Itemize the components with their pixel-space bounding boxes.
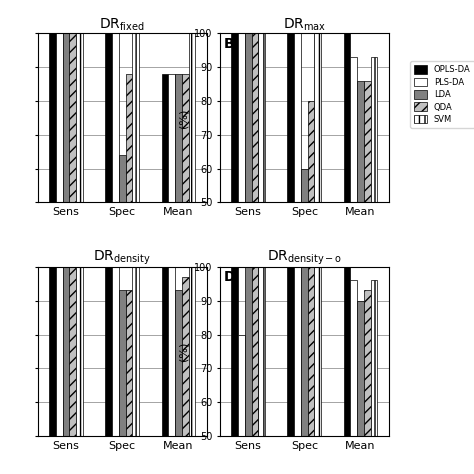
Bar [231, 33, 238, 202]
Bar [175, 74, 182, 202]
Text: D: D [223, 270, 235, 284]
Bar [69, 33, 76, 202]
Bar [69, 267, 76, 436]
Bar [105, 33, 112, 202]
Title: $\mathrm{DR}$$_{\mathrm{fixed}}$: $\mathrm{DR}$$_{\mathrm{fixed}}$ [100, 17, 145, 33]
Bar [189, 267, 195, 436]
Bar [252, 267, 258, 436]
Bar [258, 33, 265, 202]
Y-axis label: (%): (%) [179, 108, 189, 128]
Bar [245, 267, 252, 436]
Bar [231, 267, 238, 436]
Bar [344, 33, 350, 202]
Bar [308, 101, 314, 202]
Bar [258, 267, 265, 436]
Bar [162, 267, 168, 436]
Bar [168, 267, 175, 436]
Bar [344, 267, 350, 436]
Bar [126, 291, 132, 436]
Bar [49, 33, 56, 202]
Bar [132, 33, 139, 202]
Bar [49, 267, 56, 436]
Bar [308, 267, 314, 436]
Bar [314, 267, 321, 436]
Bar [112, 33, 119, 202]
Bar [314, 33, 321, 202]
Title: $\mathrm{DR}$$_{\mathrm{max}}$: $\mathrm{DR}$$_{\mathrm{max}}$ [283, 17, 326, 33]
Bar [357, 81, 364, 202]
Bar [252, 33, 258, 202]
Y-axis label: (%): (%) [179, 342, 189, 361]
Bar [288, 267, 294, 436]
Bar [76, 267, 83, 436]
Bar [301, 267, 308, 436]
Bar [182, 277, 189, 436]
Bar [175, 291, 182, 436]
Bar [126, 74, 132, 202]
Bar [63, 267, 69, 436]
Bar [294, 33, 301, 202]
Bar [56, 267, 63, 436]
Bar [245, 33, 252, 202]
Bar [238, 33, 245, 202]
Bar [132, 267, 139, 436]
Bar [189, 33, 195, 202]
Bar [56, 33, 63, 202]
Bar [112, 267, 119, 436]
Bar [371, 57, 377, 202]
Bar [168, 74, 175, 202]
Bar [162, 74, 168, 202]
Bar [350, 280, 357, 436]
Bar [119, 291, 126, 436]
Bar [294, 267, 301, 436]
Bar [119, 155, 126, 202]
Title: $\mathrm{DR}$$_{\mathrm{density}}$: $\mathrm{DR}$$_{\mathrm{density}}$ [93, 248, 151, 267]
Bar [357, 301, 364, 436]
Bar [364, 291, 371, 436]
Bar [63, 33, 69, 202]
Bar [76, 33, 83, 202]
Text: B: B [223, 36, 234, 51]
Bar [364, 81, 371, 202]
Bar [350, 57, 357, 202]
Title: $\mathrm{DR}$$_{\mathrm{density-o}}$: $\mathrm{DR}$$_{\mathrm{density-o}}$ [267, 248, 342, 267]
Bar [182, 74, 189, 202]
Bar [238, 335, 245, 436]
Bar [301, 169, 308, 202]
Legend: OPLS-DA, PLS-DA, LDA, QDA, SVM: OPLS-DA, PLS-DA, LDA, QDA, SVM [410, 61, 474, 128]
Bar [371, 280, 377, 436]
Bar [288, 33, 294, 202]
Bar [105, 267, 112, 436]
